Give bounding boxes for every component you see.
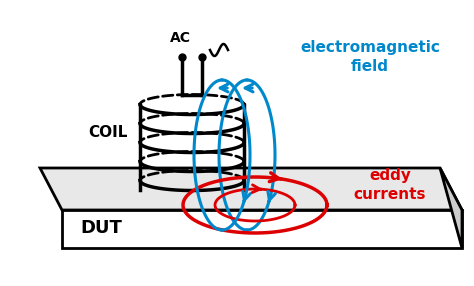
Text: COIL: COIL [89, 125, 128, 140]
Polygon shape [40, 168, 462, 210]
Text: electromagnetic
field: electromagnetic field [300, 40, 440, 74]
Polygon shape [440, 168, 462, 248]
Text: eddy
currents: eddy currents [354, 168, 426, 202]
Polygon shape [62, 210, 462, 248]
Text: DUT: DUT [80, 219, 122, 237]
Text: AC: AC [170, 31, 191, 45]
